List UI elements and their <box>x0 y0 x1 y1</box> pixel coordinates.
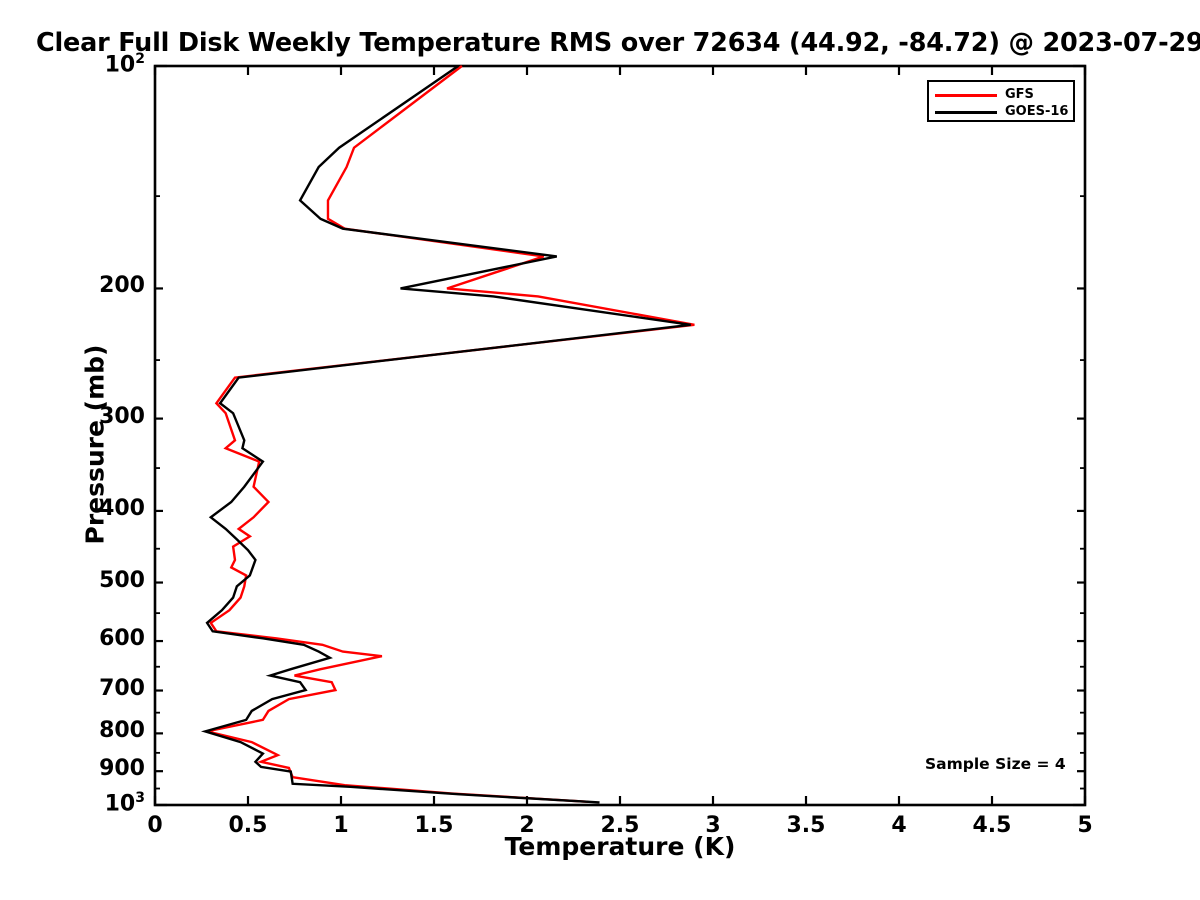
x-tick-label: 3.5 <box>786 813 826 838</box>
legend: GFS GOES-16 <box>927 80 1075 122</box>
y-tick-label: 300 <box>99 403 145 429</box>
x-tick-label: 3 <box>705 813 721 838</box>
x-tick-label: 1.5 <box>414 813 454 838</box>
y-tick-label: 700 <box>99 675 145 701</box>
legend-swatch <box>935 111 997 114</box>
x-tick-label: 2 <box>519 813 535 838</box>
x-tick-label: 0 <box>147 813 163 838</box>
legend-swatch <box>935 94 997 97</box>
y-tick-label: 500 <box>99 567 145 593</box>
page-title: Clear Full Disk Weekly Temperature RMS o… <box>36 28 1200 58</box>
y-tick-label: 103 <box>104 790 145 817</box>
y-tick-label: 102 <box>104 51 145 78</box>
x-tick-label: 5 <box>1077 813 1093 838</box>
y-tick-label: 200 <box>99 273 145 299</box>
legend-label: GFS <box>1005 87 1034 102</box>
series-line-gfs <box>206 65 695 803</box>
x-tick-label: 1 <box>333 813 349 838</box>
legend-label: GOES-16 <box>1005 104 1069 119</box>
y-tick-label: 400 <box>99 495 145 521</box>
y-tick-label: 900 <box>99 756 145 782</box>
sample-size-annotation: Sample Size = 4 <box>925 755 1066 773</box>
x-tick-label: 0.5 <box>228 813 268 838</box>
series-line-goes-16 <box>200 65 691 804</box>
x-tick-label: 4 <box>891 813 907 838</box>
y-tick-label: 600 <box>99 626 145 652</box>
y-axis-title: Pressure (mb) <box>80 344 110 545</box>
x-axis-title: Temperature (K) <box>504 832 736 861</box>
x-tick-label: 2.5 <box>600 813 640 838</box>
y-tick-label: 800 <box>99 718 145 744</box>
x-tick-label: 4.5 <box>972 813 1012 838</box>
